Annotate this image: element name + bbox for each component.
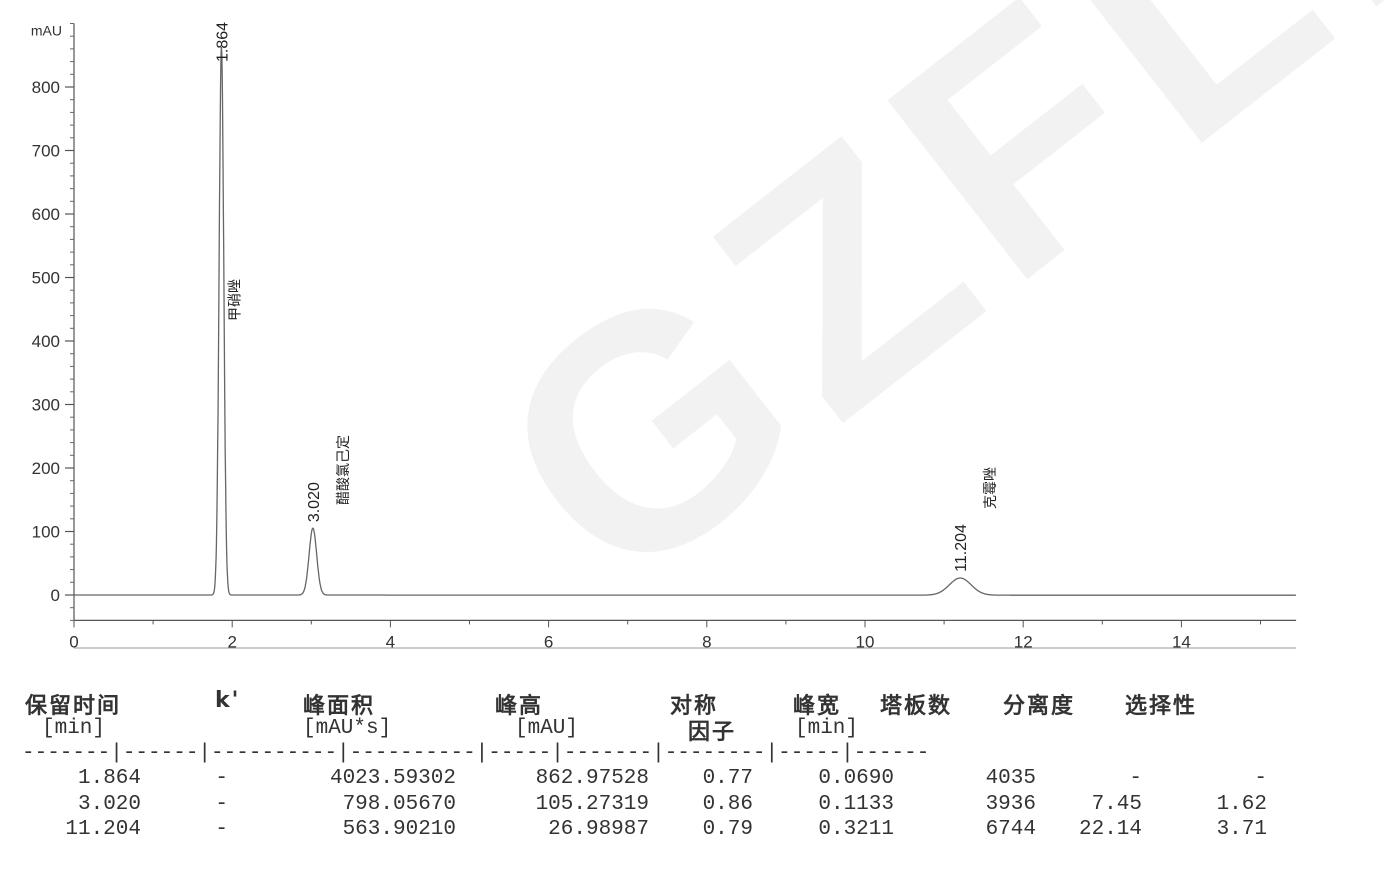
y-axis-label: mAU (31, 23, 62, 39)
column-unit: [mAU*s] (303, 717, 392, 740)
table-cell: - (215, 818, 228, 841)
y-tick-label: 400 (32, 332, 60, 351)
table-cell: 0.86 (702, 792, 753, 816)
table-cell: 3.71 (1216, 818, 1267, 841)
table-separator: -------|------|----------|----------|---… (22, 742, 930, 765)
table-cell: - (1129, 767, 1142, 790)
y-tick-label: 700 (32, 142, 60, 161)
table-cell: 0.77 (702, 767, 753, 790)
table-cell: 0.3211 (818, 818, 894, 841)
column-unit: [min] (795, 717, 859, 740)
table-cell: 26.98987 (548, 818, 649, 841)
y-tick-label: 0 (51, 586, 60, 605)
column-header: 峰面积 (303, 694, 376, 719)
x-tick-label: 12 (1014, 632, 1033, 651)
table-cell: 0.0690 (818, 767, 894, 790)
table-cell: 563.90210 (342, 818, 456, 841)
y-tick-label: 300 (32, 396, 60, 415)
chromatogram-chart: 0 100 200 300 400 500 600 700 800 mAU 0 2 4 6 8 10 12 14 1… (31, 22, 1297, 651)
column-header: 选择性 (1125, 694, 1198, 719)
column-unit: 因子 (688, 720, 737, 745)
y-tick-label: 200 (32, 459, 60, 478)
table-cell: 0.79 (702, 818, 753, 841)
y-tick-label: 800 (32, 78, 60, 97)
column-header: 峰宽 (793, 694, 842, 719)
table-cell: 11.204 (65, 818, 141, 841)
x-tick-label: 0 (69, 632, 78, 651)
x-tick-label: 14 (1172, 632, 1191, 651)
table-cell: - (215, 792, 228, 816)
x-tick-label: 4 (386, 632, 395, 651)
column-header: k' (215, 688, 241, 713)
peak-rt-label: 3.020 (306, 482, 323, 522)
table-cell: 4023.59302 (329, 767, 456, 790)
table-cell: 862.97528 (535, 767, 649, 790)
table-cell: 0.1133 (818, 792, 894, 816)
column-header: 对称 (670, 694, 719, 719)
table-cell: 798.05670 (342, 792, 456, 816)
table-cell: 3.020 (77, 792, 141, 816)
column-header: 塔板数 (880, 694, 953, 719)
peak-compound-label: 醋酸氯己定 (336, 435, 352, 505)
signal-trace (74, 46, 1296, 596)
column-header: 分离度 (1003, 694, 1076, 719)
table-cell: 3936 (985, 792, 1036, 816)
y-tick-label: 100 (32, 523, 60, 542)
y-tick-label: 600 (32, 205, 60, 224)
peak-compound-label: 克霉唑 (983, 467, 999, 509)
x-tick-label: 8 (702, 632, 711, 651)
table-cell: 4035 (985, 767, 1036, 790)
y-tick-label: 500 (32, 269, 60, 288)
column-header: 保留时间 (25, 694, 122, 719)
table-cell: - (1254, 767, 1267, 790)
column-header: 峰高 (495, 694, 544, 719)
table-cell: 22.14 (1078, 818, 1142, 841)
table-cell: 105.27319 (535, 792, 649, 816)
x-tick-label: 6 (544, 632, 553, 651)
column-unit: [mAU] (515, 717, 579, 740)
table-cell: 6744 (985, 818, 1036, 841)
table-cell: 7.45 (1091, 792, 1142, 816)
x-tick-label: 2 (227, 632, 236, 651)
x-tick-label: 10 (856, 632, 875, 651)
peak-rt-label: 11.204 (953, 524, 970, 572)
table-cell: - (215, 767, 228, 790)
table-cell: 1.62 (1216, 792, 1267, 816)
column-unit: [min] (42, 717, 106, 740)
table-cell: 1.864 (77, 767, 141, 790)
peak-rt-label: 1.864 (214, 22, 231, 62)
peak-compound-label: 甲硝唑 (227, 279, 243, 321)
